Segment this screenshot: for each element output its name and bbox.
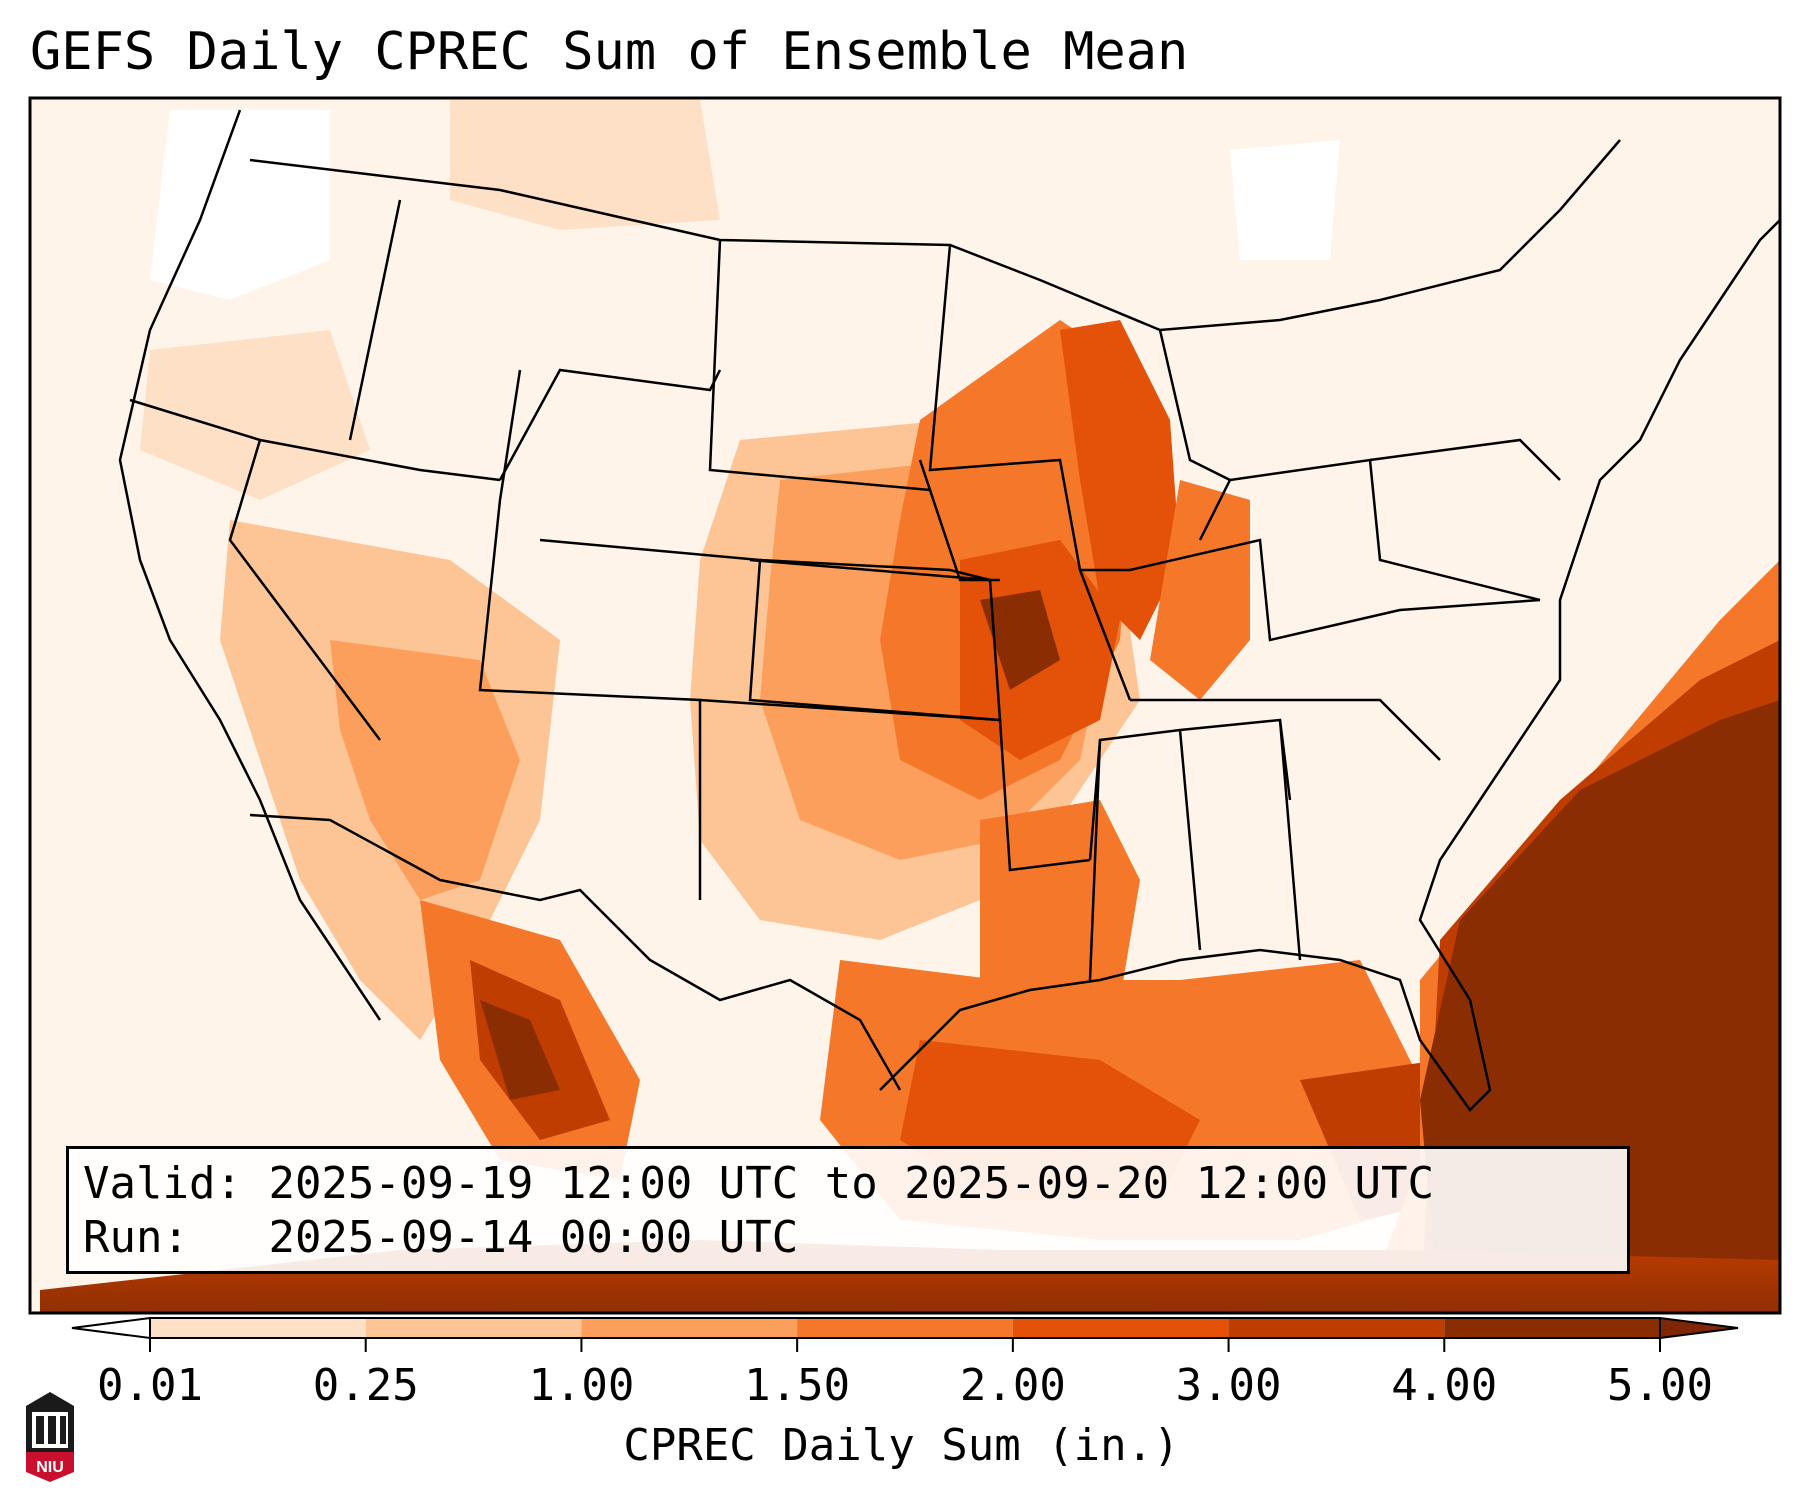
colorbar-segment xyxy=(150,1318,366,1338)
colorbar-segment xyxy=(365,1318,582,1338)
precipitation-map xyxy=(28,96,1782,1315)
colorbar-tick-label: 2.00 xyxy=(959,1360,1066,1411)
colorbar-segment xyxy=(1228,1318,1445,1338)
map-border xyxy=(28,96,1782,1315)
colorbar-label: CPREC Daily Sum (in.) xyxy=(623,1420,1180,1471)
run-value: 2025-09-14 00:00 UTC xyxy=(268,1212,799,1263)
colorbar-segment xyxy=(1444,1318,1660,1338)
niu-tower-logo-icon: NIU xyxy=(26,1392,74,1482)
colorbar-over-extension xyxy=(1659,1316,1739,1340)
colorbar-under-extension xyxy=(71,1316,151,1340)
colorbar-outline xyxy=(149,1317,1661,1339)
logo-text: NIU xyxy=(36,1459,64,1476)
valid-value: 2025-09-19 12:00 UTC to 2025-09-20 12:00… xyxy=(268,1158,1435,1209)
colorbar xyxy=(71,1316,1739,1352)
colorbar-tick-label: 0.25 xyxy=(312,1360,419,1411)
colorbar-tick-label: 3.00 xyxy=(1175,1360,1282,1411)
valid-row: Valid: 2025-09-19 12:00 UTC to 2025-09-2… xyxy=(83,1157,1613,1211)
page-title: GEFS Daily CPREC Sum of Ensemble Mean xyxy=(30,22,1189,82)
colorbar-segment xyxy=(797,1318,1013,1338)
run-row: Run: 2025-09-14 00:00 UTC xyxy=(83,1211,1613,1265)
run-label: Run: xyxy=(83,1212,189,1263)
colorbar-segment xyxy=(1012,1318,1229,1338)
colorbar-tick-label: 0.01 xyxy=(97,1360,203,1411)
colorbar-tick-label: 5.00 xyxy=(1607,1360,1713,1411)
valid-label: Valid: xyxy=(83,1158,242,1209)
colorbar-tick-label: 4.00 xyxy=(1391,1360,1498,1411)
valid-run-info-box: Valid: 2025-09-19 12:00 UTC to 2025-09-2… xyxy=(66,1146,1630,1274)
state-boundaries xyxy=(118,109,1780,1112)
colorbar-tick-label: 1.00 xyxy=(528,1360,635,1411)
colorbar-tick-label: 1.50 xyxy=(744,1360,851,1411)
colorbar-segment xyxy=(581,1318,798,1338)
